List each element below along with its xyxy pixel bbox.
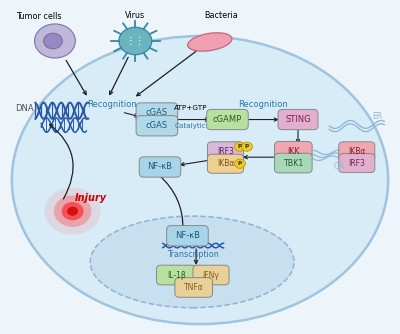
Text: Catalytic: Catalytic — [174, 123, 206, 129]
Ellipse shape — [90, 216, 294, 308]
Text: IKK: IKK — [287, 147, 300, 156]
Text: cGAS: cGAS — [146, 109, 168, 118]
Text: STING: STING — [285, 115, 311, 124]
Text: Tumor cells: Tumor cells — [16, 12, 62, 21]
FancyBboxPatch shape — [274, 153, 312, 173]
FancyBboxPatch shape — [139, 157, 181, 177]
Text: TBK1: TBK1 — [283, 159, 304, 168]
Text: ER: ER — [372, 112, 382, 121]
Text: cGAMP: cGAMP — [213, 115, 242, 124]
Text: P: P — [238, 144, 242, 149]
Text: Recognition: Recognition — [87, 100, 137, 109]
Circle shape — [44, 33, 62, 49]
FancyBboxPatch shape — [339, 142, 375, 161]
Ellipse shape — [188, 33, 232, 51]
Text: IKBα: IKBα — [217, 159, 234, 168]
FancyBboxPatch shape — [136, 103, 178, 123]
FancyBboxPatch shape — [167, 225, 208, 246]
Text: Bacteria: Bacteria — [205, 11, 238, 20]
FancyBboxPatch shape — [175, 278, 212, 297]
FancyBboxPatch shape — [193, 265, 229, 285]
FancyBboxPatch shape — [278, 110, 318, 130]
Text: IRF3: IRF3 — [348, 159, 365, 168]
Circle shape — [54, 195, 92, 227]
FancyBboxPatch shape — [156, 265, 196, 285]
Text: IRF3: IRF3 — [217, 147, 234, 156]
Text: Injury: Injury — [75, 193, 107, 203]
Text: NF-κB: NF-κB — [175, 231, 200, 240]
Ellipse shape — [12, 36, 388, 324]
Text: P: P — [238, 161, 242, 166]
Text: GA: GA — [334, 162, 345, 171]
Text: IKBα: IKBα — [348, 147, 366, 156]
Text: cGAS: cGAS — [146, 121, 168, 130]
Text: Recognition: Recognition — [238, 100, 288, 109]
Text: TNFα: TNFα — [184, 283, 204, 292]
FancyBboxPatch shape — [208, 154, 244, 173]
Text: ATP+GTP: ATP+GTP — [174, 105, 207, 111]
Text: Virus: Virus — [125, 11, 145, 20]
Circle shape — [34, 24, 75, 58]
FancyBboxPatch shape — [208, 142, 244, 161]
Circle shape — [44, 188, 101, 235]
Text: DNA: DNA — [16, 104, 34, 113]
Text: IL-1β: IL-1β — [167, 271, 186, 280]
FancyBboxPatch shape — [274, 142, 312, 161]
FancyBboxPatch shape — [136, 116, 178, 136]
Circle shape — [234, 159, 246, 168]
Circle shape — [234, 142, 246, 151]
FancyBboxPatch shape — [207, 110, 248, 130]
Text: IFNγ: IFNγ — [202, 271, 220, 280]
Circle shape — [119, 27, 152, 55]
Text: ⋮⋮: ⋮⋮ — [126, 36, 145, 46]
Text: Transcription: Transcription — [168, 250, 219, 260]
Circle shape — [67, 207, 78, 216]
Circle shape — [62, 202, 84, 220]
Circle shape — [242, 142, 252, 151]
FancyBboxPatch shape — [339, 154, 375, 173]
Text: P: P — [245, 144, 249, 149]
Text: NF-κB: NF-κB — [148, 163, 172, 171]
